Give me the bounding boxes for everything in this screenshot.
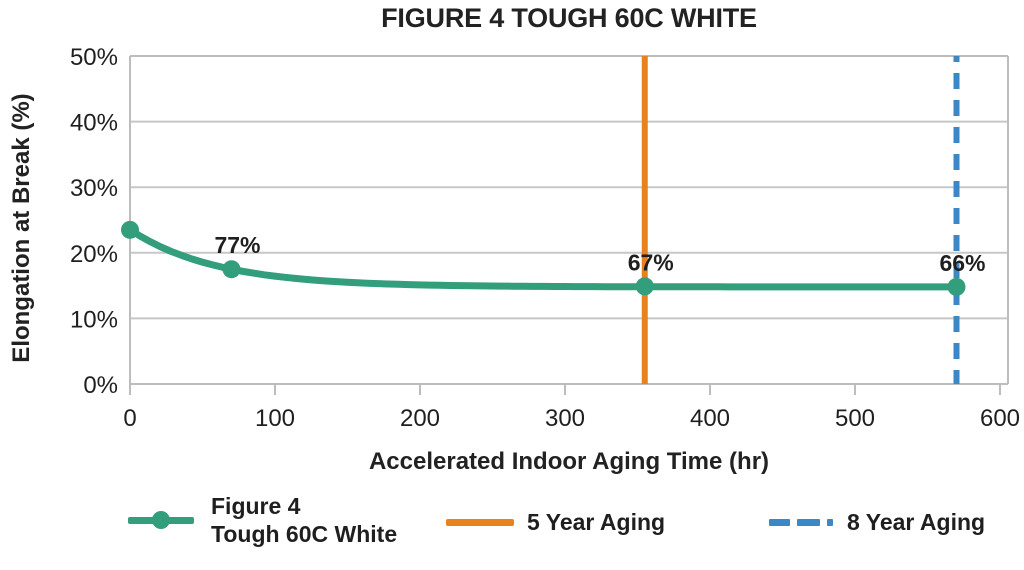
legend-series-label-line1: Figure 4 bbox=[211, 493, 301, 519]
legend-8-year-label: 8 Year Aging bbox=[847, 509, 986, 535]
data-point-marker bbox=[222, 260, 241, 279]
x-tick-label: 300 bbox=[545, 405, 585, 432]
legend-item-5-year-aging: 5 Year Aging bbox=[446, 508, 665, 536]
x-tick-label: 0 bbox=[123, 405, 136, 432]
legend-5-year-label: 5 Year Aging bbox=[527, 509, 666, 535]
y-axis-title: Elongation at Break (%) bbox=[8, 93, 35, 363]
legend-item-8-year-aging: 8 Year Aging bbox=[769, 508, 985, 536]
y-tick-label: 40% bbox=[70, 110, 118, 137]
legend-series-label: Figure 4 Tough 60C White bbox=[211, 492, 397, 548]
x-tick-label: 100 bbox=[255, 405, 295, 432]
legend-item-series: Figure 4 Tough 60C White bbox=[128, 492, 397, 548]
y-tick-label: 30% bbox=[70, 175, 118, 202]
x-tick-label: 400 bbox=[690, 405, 730, 432]
series-line bbox=[126, 226, 960, 291]
legend-series-label-line2: Tough 60C White bbox=[211, 521, 398, 547]
x-tick-label: 200 bbox=[400, 405, 440, 432]
series-line-marker-swatch bbox=[128, 511, 194, 529]
y-tick-label: 20% bbox=[70, 241, 118, 268]
x-tick-label: 500 bbox=[835, 405, 875, 432]
chart-title: FIGURE 4 TOUGH 60C WHITE bbox=[381, 3, 757, 33]
x-tick-label: 600 bbox=[980, 405, 1020, 432]
dash-segment bbox=[827, 518, 833, 526]
vline-solid-swatch bbox=[446, 518, 514, 526]
data-point-label: 77% bbox=[214, 232, 260, 258]
dash-segment bbox=[769, 518, 790, 526]
x-axis-title: Accelerated Indoor Aging Time (hr) bbox=[368, 448, 770, 475]
y-tick-label: 0% bbox=[83, 372, 118, 399]
data-point-marker bbox=[947, 277, 966, 296]
y-tick-label: 10% bbox=[70, 306, 118, 333]
data-point-label: 66% bbox=[939, 250, 985, 276]
series-marker-dot-icon bbox=[152, 511, 170, 529]
y-tick-label: 50% bbox=[70, 44, 118, 71]
data-point-marker bbox=[121, 220, 139, 239]
vline-dashed-swatch bbox=[769, 518, 833, 526]
data-point-marker bbox=[635, 277, 654, 296]
dash-segment bbox=[797, 518, 820, 526]
data-point-label: 67% bbox=[628, 249, 674, 275]
